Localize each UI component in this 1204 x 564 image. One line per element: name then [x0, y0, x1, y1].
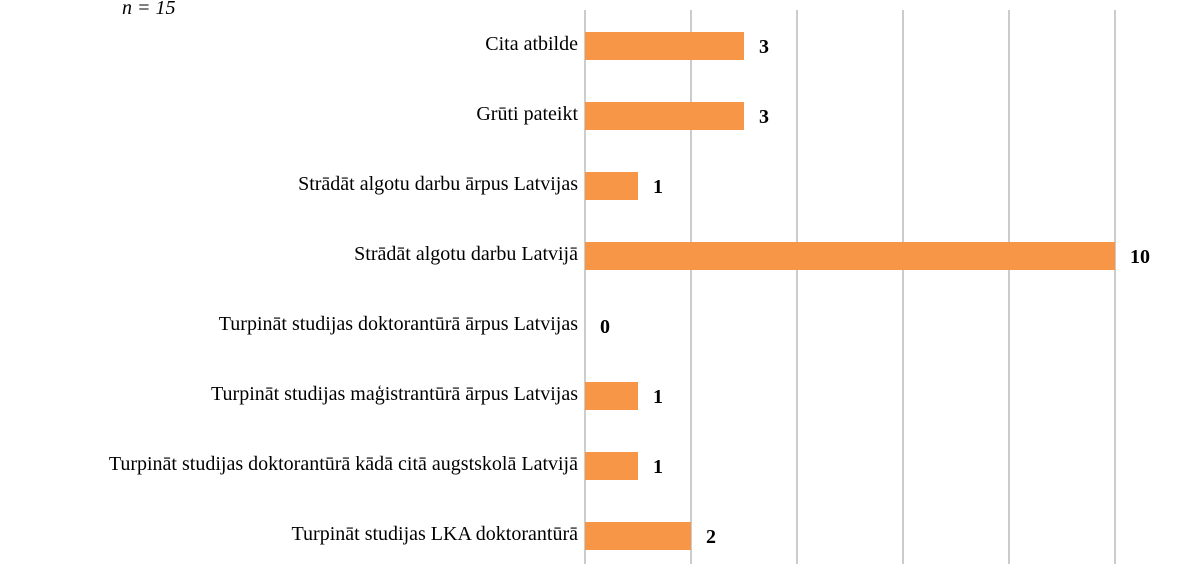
value-label: 10 — [1130, 246, 1150, 268]
bar — [585, 172, 638, 200]
bar — [585, 242, 1115, 270]
category-label: Turpināt studijas maģistrantūrā ārpus La… — [211, 382, 578, 405]
value-label: 1 — [653, 176, 663, 198]
value-label: 2 — [706, 526, 716, 548]
category-label: Strādāt algotu darbu Latvijā — [354, 242, 578, 265]
value-label: 3 — [759, 36, 769, 58]
value-label: 1 — [653, 456, 663, 478]
bar — [585, 32, 744, 60]
category-label: Turpināt studijas doktorantūrā ārpus Lat… — [218, 312, 578, 335]
category-label: Strādāt algotu darbu ārpus Latvijas — [298, 172, 578, 195]
bar — [585, 522, 691, 550]
bar — [585, 452, 638, 480]
value-label: 3 — [759, 106, 769, 128]
bar — [585, 382, 638, 410]
category-label: Turpināt studijas LKA doktorantūrā — [291, 522, 578, 545]
category-label: Cita atbilde — [485, 32, 578, 55]
bar — [585, 102, 744, 130]
subtitle: n = 15 — [122, 0, 176, 19]
category-label: Grūti pateikt — [476, 102, 578, 125]
value-label: 0 — [600, 316, 610, 338]
value-label: 1 — [653, 386, 663, 408]
category-label: Turpināt studijas doktorantūrā kādā citā… — [108, 452, 578, 475]
